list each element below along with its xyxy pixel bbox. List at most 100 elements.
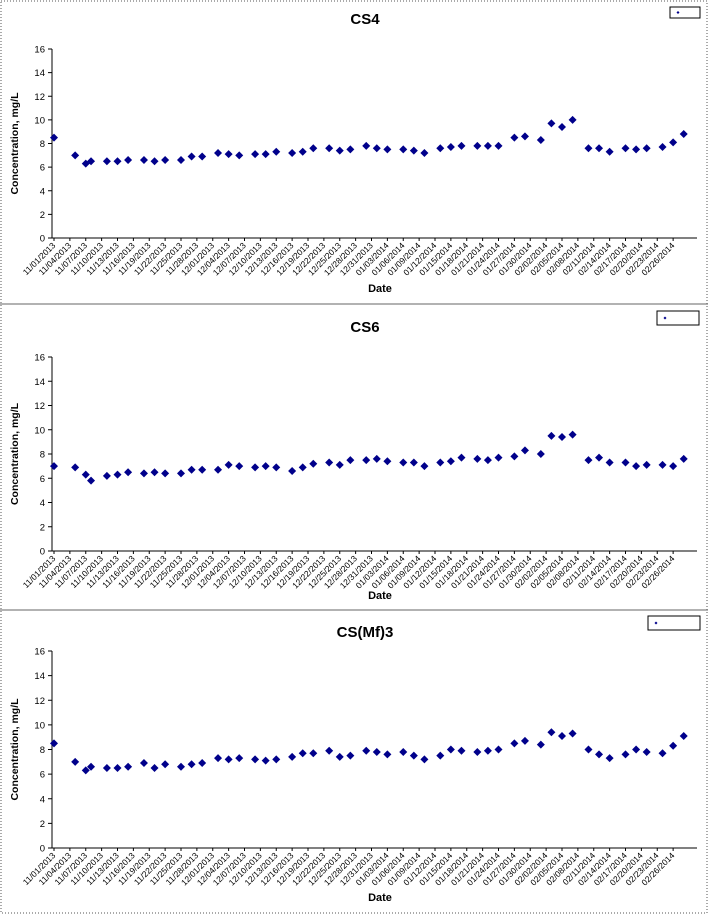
data-point [510,133,519,142]
data-point [383,457,392,466]
data-point [102,471,111,480]
data-point [494,745,503,754]
data-point [446,457,455,466]
data-point [510,452,519,461]
data-point [520,446,529,455]
data-point [150,157,159,166]
data-point [420,148,429,157]
data-point [272,755,281,764]
y-tick-label: 0 [40,234,45,245]
y-tick-label: 4 [40,794,45,805]
data-point [558,122,566,131]
y-tick-label: 2 [40,210,45,221]
data-point [669,741,678,750]
data-point [520,736,529,745]
data-point [547,119,556,128]
data-point [214,148,223,157]
data-point [161,469,170,478]
data-point [536,135,545,144]
data-point [632,745,641,754]
y-tick-label: 0 [40,844,45,855]
data-point [547,431,556,440]
data-point [595,144,604,153]
data-point [235,151,244,160]
x-axis-title: Date [368,283,392,295]
data-point [642,144,651,153]
data-point [124,156,133,165]
data-point [568,729,577,738]
data-point [81,470,90,479]
data-point [272,147,281,156]
y-tick-label: 12 [34,401,45,412]
data-point [605,754,614,763]
data-point [642,460,651,469]
data-point [457,453,466,462]
data-point [605,147,614,156]
x-axis-title: Date [368,590,392,602]
data-point [346,751,355,760]
data-point [409,458,418,467]
data-point [372,144,381,153]
data-point [325,746,334,755]
data-point [113,470,122,479]
data-point [335,752,344,761]
y-tick-label: 6 [40,474,45,485]
data-point [124,762,133,771]
data-point [50,462,58,471]
data-point [669,462,678,471]
data-point [595,750,604,759]
data-point [558,731,566,740]
data-point [298,749,307,758]
data-point [150,763,159,772]
data-point [679,130,688,139]
data-point [399,145,408,154]
data-point [161,156,170,165]
y-tick-label: 12 [34,696,45,707]
data-point [87,157,96,166]
y-axis-title: Concentration, mg/L [9,92,21,195]
y-tick-label: 6 [40,770,45,781]
data-point [420,462,429,471]
y-tick-label: 16 [34,647,45,658]
data-point [372,454,381,463]
data-point [161,760,170,769]
data-point [383,145,392,154]
data-point [177,762,185,771]
data-point [346,456,355,465]
data-point [399,747,408,756]
data-point [595,453,604,462]
data-point [568,115,577,124]
y-tick-label: 10 [34,425,45,436]
data-point [536,450,545,458]
y-tick-label: 6 [40,163,45,174]
data-point [483,141,492,150]
data-point [288,148,297,157]
data-point [632,145,641,154]
data-point [113,157,122,166]
y-tick-label: 8 [40,450,45,461]
y-tick-label: 4 [40,186,45,197]
data-point [272,463,281,472]
data-point [473,747,482,756]
y-tick-label: 4 [40,498,45,509]
data-point [621,458,630,467]
data-point [335,146,344,155]
y-tick-label: 14 [34,671,45,682]
data-point [658,143,667,152]
data-point [584,456,593,465]
y-tick-label: 10 [34,720,45,731]
data-point [605,458,614,467]
data-point [309,144,318,153]
chart-title: CS6 [350,319,379,336]
legend-box [669,6,701,19]
data-point [288,466,297,475]
legend-marker [663,316,667,320]
data-point [177,469,185,478]
data-point [679,454,688,463]
data-point [383,750,392,759]
data-point [621,144,630,153]
data-point [494,141,503,150]
